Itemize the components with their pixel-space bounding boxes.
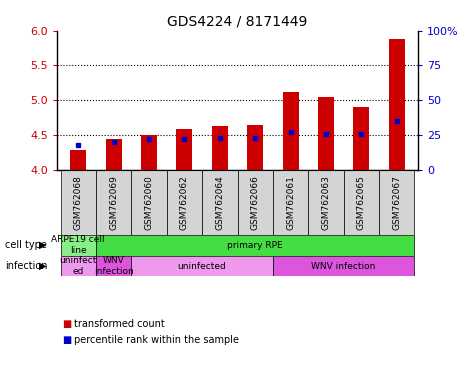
Bar xyxy=(212,126,228,170)
Text: cell type: cell type xyxy=(5,240,47,250)
Bar xyxy=(60,256,96,276)
Text: ■: ■ xyxy=(62,319,71,329)
Text: GSM762068: GSM762068 xyxy=(74,175,83,230)
Bar xyxy=(96,170,131,235)
Bar xyxy=(318,98,334,170)
Bar xyxy=(379,170,415,235)
Text: GSM762067: GSM762067 xyxy=(392,175,401,230)
Text: GSM762060: GSM762060 xyxy=(144,175,153,230)
Text: ■: ■ xyxy=(62,335,71,345)
Bar xyxy=(344,170,379,235)
Bar xyxy=(238,170,273,235)
Text: transformed count: transformed count xyxy=(74,319,164,329)
Title: GDS4224 / 8171449: GDS4224 / 8171449 xyxy=(167,14,308,28)
Text: WNV
infection: WNV infection xyxy=(94,257,133,276)
Bar xyxy=(247,125,263,170)
Bar xyxy=(105,139,122,170)
Bar xyxy=(202,170,238,235)
Text: GSM762061: GSM762061 xyxy=(286,175,295,230)
Bar xyxy=(60,235,96,256)
Text: GSM762064: GSM762064 xyxy=(215,175,224,230)
Text: ▶: ▶ xyxy=(39,240,47,250)
Text: ▶: ▶ xyxy=(39,261,47,271)
Text: GSM762069: GSM762069 xyxy=(109,175,118,230)
Text: GSM762062: GSM762062 xyxy=(180,175,189,230)
Bar xyxy=(273,256,415,276)
Bar xyxy=(70,151,86,170)
Bar xyxy=(176,129,192,170)
Bar xyxy=(389,39,405,170)
Text: uninfect
ed: uninfect ed xyxy=(59,257,97,276)
Bar xyxy=(60,170,96,235)
Bar xyxy=(131,170,167,235)
Text: GSM762065: GSM762065 xyxy=(357,175,366,230)
Text: uninfected: uninfected xyxy=(178,262,227,271)
Bar xyxy=(167,170,202,235)
Text: GSM762063: GSM762063 xyxy=(322,175,331,230)
Bar xyxy=(273,170,308,235)
Text: ARPE19 cell
line: ARPE19 cell line xyxy=(51,235,105,255)
Bar xyxy=(308,170,344,235)
Text: GSM762066: GSM762066 xyxy=(251,175,260,230)
Bar xyxy=(283,92,299,170)
Text: primary RPE: primary RPE xyxy=(228,241,283,250)
Text: WNV infection: WNV infection xyxy=(312,262,376,271)
Bar xyxy=(131,256,273,276)
Bar xyxy=(353,107,370,170)
Text: percentile rank within the sample: percentile rank within the sample xyxy=(74,335,238,345)
Bar xyxy=(141,135,157,170)
Bar xyxy=(96,256,131,276)
Text: infection: infection xyxy=(5,261,47,271)
Bar xyxy=(96,235,415,256)
